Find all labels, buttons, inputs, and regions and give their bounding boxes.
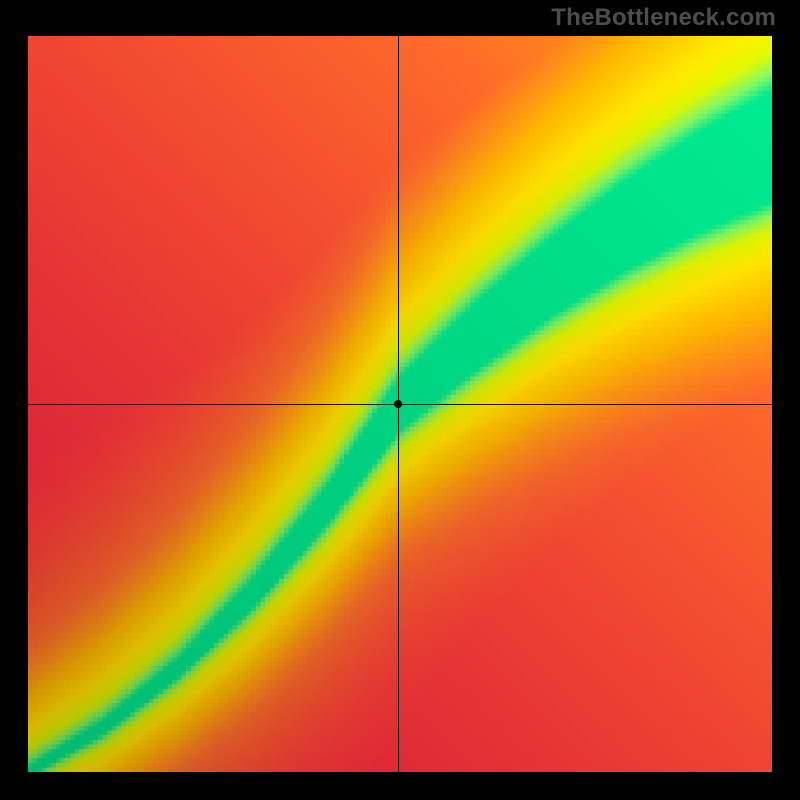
bottleneck-heatmap bbox=[28, 36, 772, 772]
watermark-text: TheBottleneck.com bbox=[551, 4, 776, 32]
selection-marker bbox=[394, 400, 402, 408]
